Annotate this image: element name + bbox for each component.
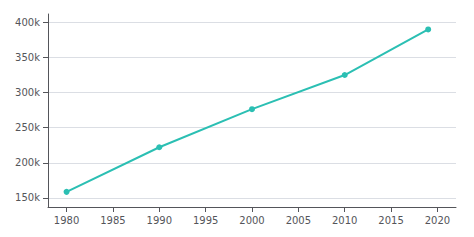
svg-text:2010: 2010 (332, 215, 357, 226)
svg-text:1995: 1995 (193, 215, 218, 226)
svg-text:1980: 1980 (54, 215, 79, 226)
svg-text:150k: 150k (15, 192, 40, 203)
svg-text:2000: 2000 (239, 215, 264, 226)
svg-text:400k: 400k (15, 17, 40, 28)
svg-text:2020: 2020 (425, 215, 450, 226)
svg-text:1985: 1985 (100, 215, 125, 226)
svg-text:300k: 300k (15, 87, 40, 98)
svg-text:250k: 250k (15, 122, 40, 133)
svg-text:2005: 2005 (286, 215, 311, 226)
svg-text:2015: 2015 (378, 215, 403, 226)
svg-text:350k: 350k (15, 52, 40, 63)
svg-text:200k: 200k (15, 157, 40, 168)
svg-text:1990: 1990 (147, 215, 172, 226)
